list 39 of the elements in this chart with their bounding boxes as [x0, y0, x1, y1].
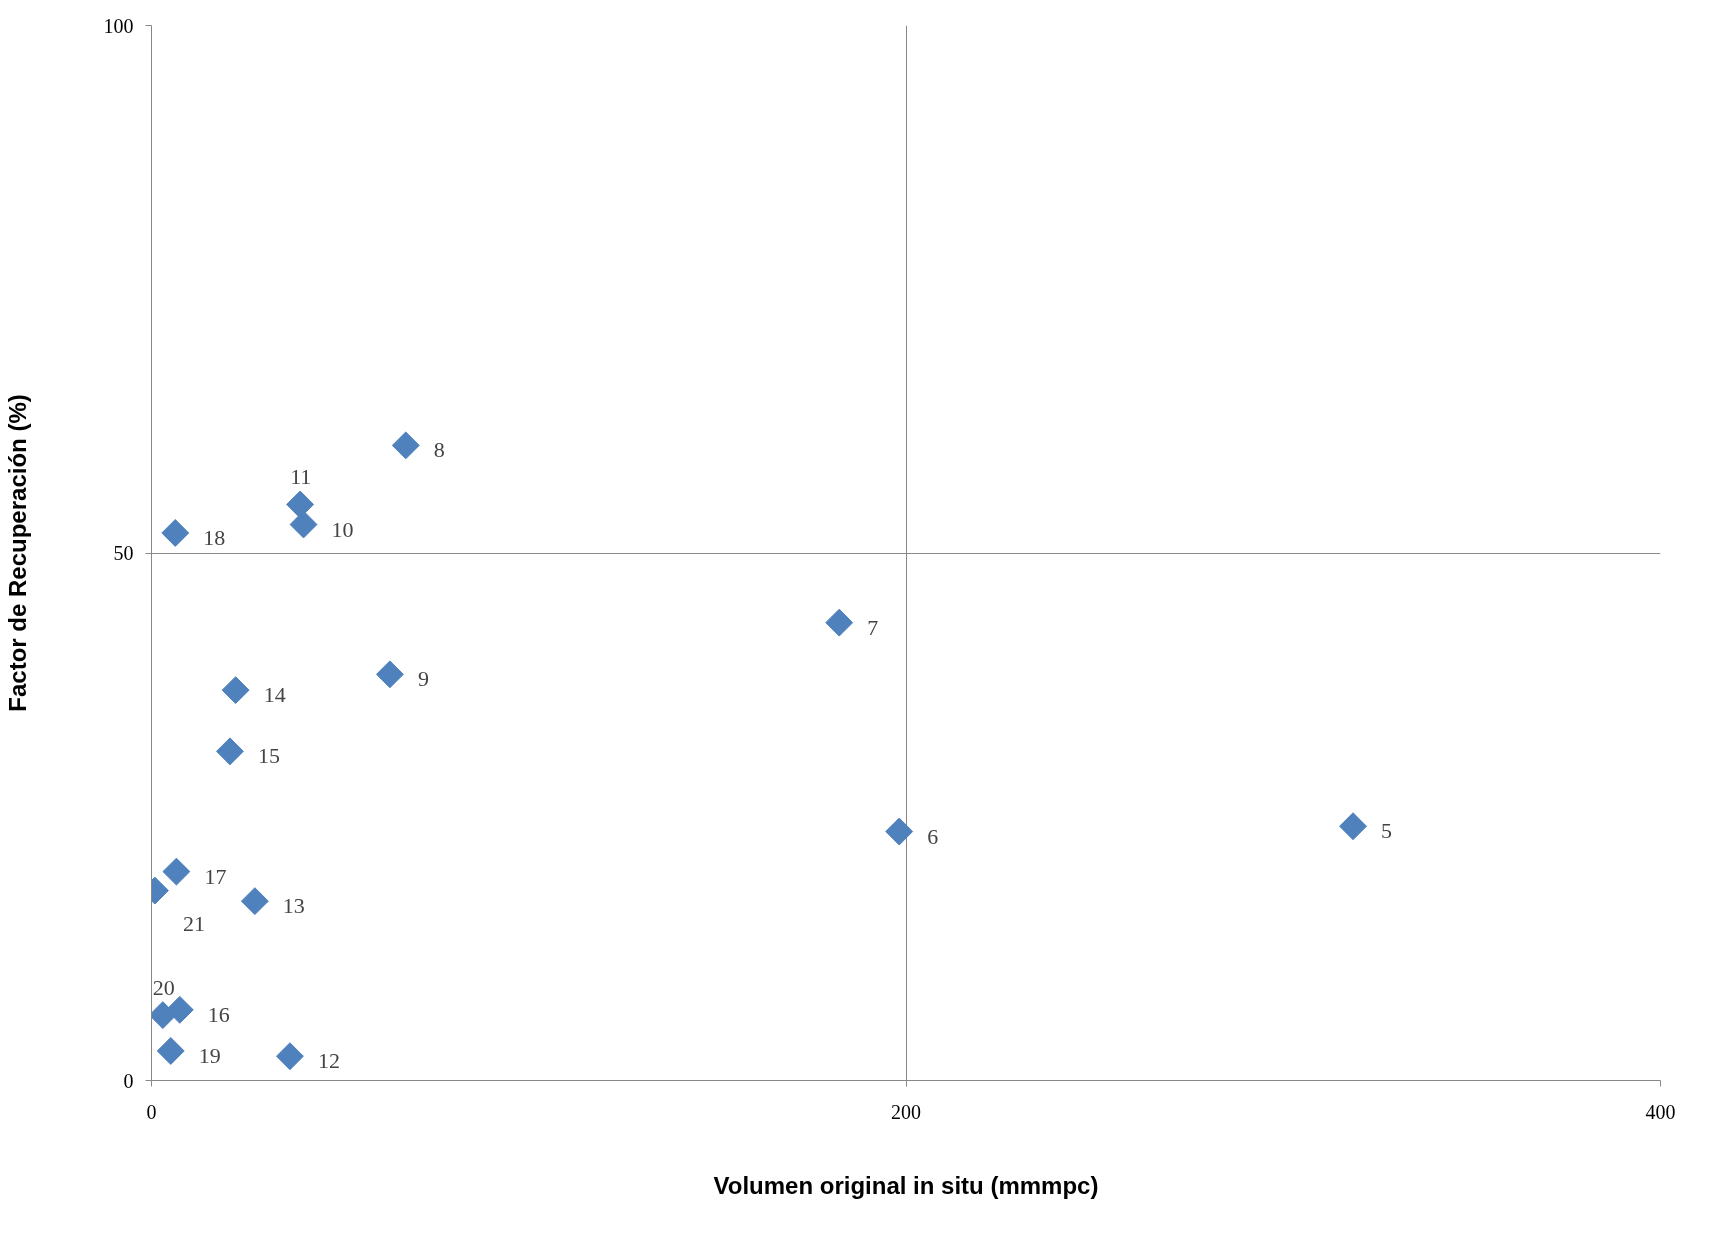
annotation: 15 [257, 743, 280, 769]
annotation: 20 [152, 975, 175, 1001]
y-tick-label: 100 [103, 14, 134, 37]
annotation: 21 [182, 910, 205, 936]
x-axis-title: Volumen original in situ (mmmpc) [713, 1171, 1099, 1199]
annotation: 18 [203, 524, 226, 550]
point [825, 608, 854, 637]
annotation: 10 [331, 516, 354, 542]
annotation: 8 [433, 437, 445, 463]
x-tick-label: 0 [146, 1100, 157, 1123]
annotation: 7 [867, 614, 879, 640]
annotation: 11 [290, 464, 312, 490]
point [162, 857, 191, 886]
y-tick-label: 50 [113, 542, 134, 564]
annotation: 13 [282, 893, 305, 919]
annotation: 6 [927, 823, 939, 849]
point [286, 490, 315, 519]
point [156, 1037, 185, 1065]
x-tick-label: 400 [1645, 1100, 1676, 1123]
annotation: 5 [1381, 818, 1393, 844]
point [391, 431, 420, 460]
point [216, 737, 244, 766]
point [375, 660, 404, 689]
point [240, 887, 269, 916]
annotation: 9 [417, 666, 429, 692]
point [161, 519, 190, 547]
y-tick-label: 0 [123, 1069, 134, 1092]
point [289, 510, 318, 539]
annotation: 19 [198, 1042, 221, 1068]
annotation: 16 [207, 1001, 230, 1027]
point [276, 1042, 304, 1071]
x-tick-label: 200 [891, 1100, 921, 1123]
point [885, 817, 914, 846]
annotation: 14 [263, 682, 286, 708]
annotation: 17 [204, 863, 227, 889]
point [1339, 812, 1367, 841]
y-axis-title: Factor de Recuperación (%) [3, 394, 31, 712]
point [221, 676, 250, 705]
annotation: 12 [317, 1048, 340, 1074]
